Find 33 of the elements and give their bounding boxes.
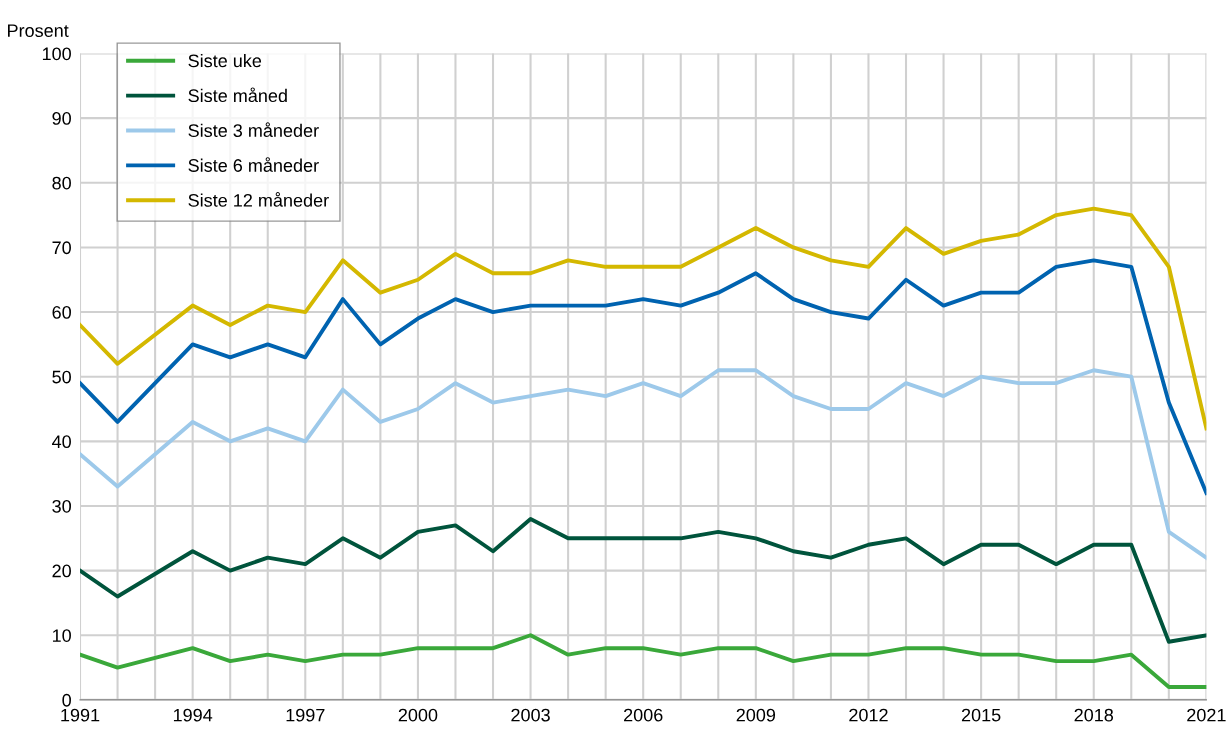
y-tick-label: 20 xyxy=(52,564,71,578)
legend-label: Siste 3 måneder xyxy=(188,122,319,137)
line-series xyxy=(80,633,1207,689)
legend-label: Siste måned xyxy=(188,87,287,103)
y-tick-label: 90 xyxy=(52,112,71,125)
y-tick-label: 50 xyxy=(52,370,71,384)
x-tick-label: 2006 xyxy=(624,708,663,722)
y-tick-label: 0 xyxy=(62,693,71,707)
x-tick-label: 1994 xyxy=(173,708,213,722)
y-tick-label: 100 xyxy=(42,47,71,61)
line-series xyxy=(80,206,1207,431)
y-tick-label: 30 xyxy=(52,499,71,513)
x-tick-label: 2021 xyxy=(1187,708,1226,722)
x-tick-label: 2018 xyxy=(1074,708,1114,722)
x-tick-label: 1997 xyxy=(286,708,325,722)
x-tick-label: 2009 xyxy=(736,708,776,722)
y-tick-label: 60 xyxy=(52,305,71,319)
x-tick-label: 2000 xyxy=(398,708,438,722)
y-tick-label: 40 xyxy=(52,435,71,449)
y-tick-label: 70 xyxy=(52,241,71,255)
line-series xyxy=(80,258,1207,495)
y-tick-label: 10 xyxy=(52,629,71,642)
y-axis-title: Prosent xyxy=(8,24,69,37)
x-tick-label: 2015 xyxy=(961,708,1001,722)
line-series xyxy=(80,516,1207,644)
x-tick-label: 2003 xyxy=(511,708,550,722)
legend-label: Siste 6 måneder xyxy=(188,157,319,172)
legend-label: Siste uke xyxy=(188,53,262,68)
legend-label: Siste 12 måneder xyxy=(188,192,329,207)
y-tick-label: 80 xyxy=(52,176,71,190)
x-tick-label: 1991 xyxy=(61,708,100,722)
x-tick-label: 2012 xyxy=(849,708,888,722)
line-series xyxy=(80,368,1207,560)
